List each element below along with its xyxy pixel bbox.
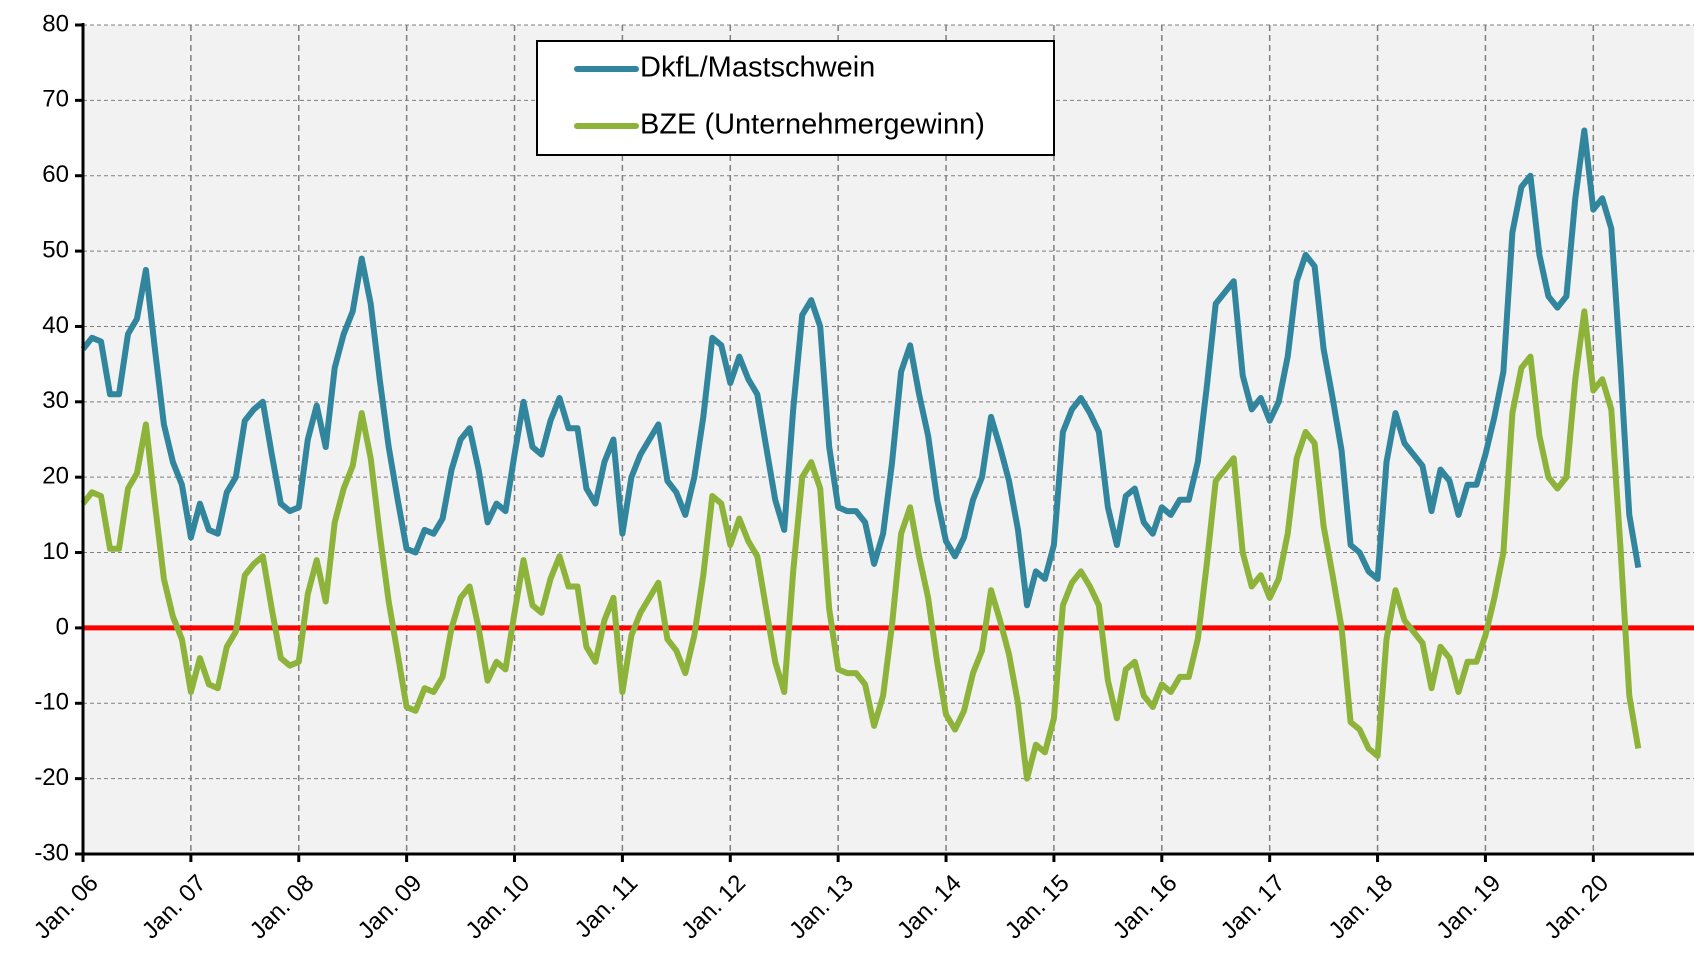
y-tick-label: 50 [42,236,69,263]
series-line [80,308,1642,782]
x-tick-label: Jan. 15 [1000,870,1075,945]
y-tick-label: -10 [34,689,69,716]
legend-label: BZE (Unternehmergewinn) [640,109,985,141]
y-tick-label: 0 [56,613,69,640]
y-tick-label: 20 [42,463,69,490]
x-tick-label: Jan. 07 [137,870,212,945]
x-tick-label: Jan. 17 [1216,870,1291,945]
lines [80,127,1694,782]
x-tick-label: Jan. 06 [29,870,104,945]
x-tick-label: Jan. 18 [1324,870,1399,945]
x-tick-label: Jan. 14 [892,870,967,945]
x-tick-label: Jan. 19 [1431,870,1506,945]
plot-area [83,25,1694,854]
y-tick-label: 70 [42,86,69,113]
x-tick-label: Jan. 20 [1539,870,1614,945]
x-tick-label: Jan. 11 [570,870,644,944]
series-line [80,127,1642,609]
y-tick-label: 80 [42,10,69,37]
x-tick-label: Jan. 12 [676,870,751,945]
y-tick-label: 40 [42,312,69,339]
x-tick-label: Jan. 10 [460,870,535,945]
legend-box [536,40,1055,156]
y-tick-label: -20 [34,764,69,791]
x-tick-label: Jan. 13 [784,870,859,945]
y-tick-label: 10 [42,538,69,565]
y-tick-label: 60 [42,161,69,188]
legend-label: DkfL/Mastschwein [640,52,875,84]
x-tick-label: Jan. 16 [1108,870,1183,945]
y-tick-label: -30 [34,839,69,866]
x-tick-label: Jan. 08 [245,870,320,945]
y-tick-label: 30 [42,387,69,414]
x-tick-label: Jan. 09 [353,870,428,945]
legend: DkfL/Mastschwein BZE (Unternehmergewinn) [536,40,1055,156]
